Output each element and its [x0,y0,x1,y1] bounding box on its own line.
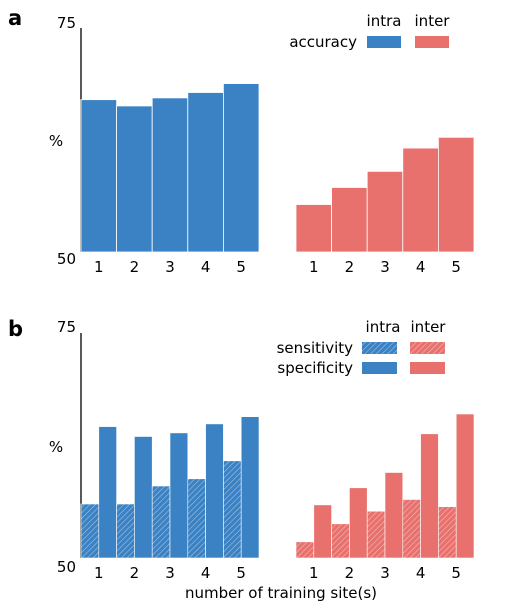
panel-a-bars [80,83,475,253]
panel-a-ytick-min: 50 [57,250,76,268]
legend-b-sensitivity-label: sensitivity [277,339,354,357]
bar-a-intra-accuracy-4 [187,92,224,253]
legend-b-inter-specificity-swatch [410,362,445,374]
bar-b-intra-specificity-1 [98,426,117,559]
xtick-a-inter-5: 5 [451,258,461,276]
legend-a-header-intra: intra [367,12,402,30]
xtick-b-inter-3: 3 [380,564,390,582]
panel-a-xticks: 1 2 3 4 5 1 2 3 4 5 [94,258,461,276]
xtick-a-inter-3: 3 [380,258,390,276]
panel-a: a 75 50 % 1 2 3 4 5 1 2 3 4 5 intra inter accurac… [8,6,475,276]
legend-b-header-inter: inter [411,318,447,336]
xtick-a-intra-2: 2 [130,258,140,276]
legend-b-intra-sensitivity-swatch [362,342,397,354]
panel-b-ytick-max: 75 [57,318,76,336]
xtick-a-intra-3: 3 [165,258,175,276]
bar-a-inter-accuracy-2 [331,187,368,253]
panel-a-legend: intra inter accuracy [289,12,450,51]
xtick-a-intra-5: 5 [236,258,246,276]
bar-a-inter-accuracy-1 [295,204,332,253]
legend-a-accuracy-label: accuracy [289,33,357,51]
legend-a-header-inter: inter [415,12,451,30]
xtick-b-inter-5: 5 [451,564,461,582]
panel-b-legend: intra inter sensitivity specificity [277,318,447,377]
bar-b-inter-specificity-4 [420,433,439,559]
xtick-b-intra-2: 2 [130,564,140,582]
bar-b-intra-specificity-2 [134,436,153,559]
bar-b-intra-sensitivity-2 [116,503,135,559]
bar-b-inter-sensitivity-2 [331,523,350,559]
legend-b-intra-specificity-swatch [362,362,397,374]
x-axis-label: number of training site(s) [185,584,377,602]
panel-a-ytick-max: 75 [57,14,76,32]
bar-b-inter-sensitivity-1 [295,541,315,559]
bar-b-inter-sensitivity-5 [438,506,457,559]
xtick-a-inter-4: 4 [416,258,426,276]
bar-b-inter-specificity-1 [313,504,332,559]
xtick-b-inter-2: 2 [345,564,355,582]
panel-b-ytick-min: 50 [57,558,76,576]
bar-a-intra-accuracy-2 [116,105,153,253]
bar-a-intra-accuracy-5 [222,83,260,253]
bar-b-inter-sensitivity-4 [402,499,421,559]
xtick-b-intra-3: 3 [165,564,175,582]
panel-a-label: a [8,6,22,30]
xtick-b-inter-1: 1 [309,564,319,582]
legend-a-inter-swatch [415,36,449,48]
panel-b-ylabel: % [49,438,63,456]
bar-b-intra-sensitivity-1 [80,503,100,559]
bar-a-intra-accuracy-3 [151,97,189,253]
panel-a-ylabel: % [49,132,63,150]
bar-b-intra-specificity-4 [205,423,224,559]
xtick-b-intra-1: 1 [94,564,104,582]
legend-b-specificity-label: specificity [277,359,353,377]
bar-b-intra-sensitivity-5 [223,460,242,559]
xtick-a-inter-1: 1 [309,258,319,276]
panel-b-xticks: 1 2 3 4 5 1 2 3 4 5 [94,564,461,582]
bar-b-intra-sensitivity-4 [187,478,206,559]
bar-b-inter-specificity-3 [384,472,404,559]
panel-b-bars [80,413,475,559]
legend-b-header-intra: intra [366,318,401,336]
bar-b-inter-sensitivity-3 [366,510,386,559]
panel-b: b 75 50 % 1 2 3 4 5 1 2 3 4 5 intra inter sensiti… [8,317,475,602]
xtick-b-intra-4: 4 [201,564,211,582]
bar-a-inter-accuracy-5 [437,136,475,253]
xtick-a-inter-2: 2 [345,258,355,276]
bar-b-inter-specificity-2 [349,487,368,559]
bar-b-intra-specificity-3 [169,432,189,559]
xtick-a-intra-1: 1 [94,258,104,276]
bar-a-inter-accuracy-3 [366,170,404,253]
xtick-a-intra-4: 4 [201,258,211,276]
bar-b-intra-sensitivity-3 [151,485,171,559]
bar-a-inter-accuracy-4 [402,147,439,253]
bar-a-intra-accuracy-1 [80,99,117,253]
bar-b-intra-specificity-5 [240,416,260,559]
bar-b-inter-specificity-5 [455,413,475,559]
xtick-b-inter-4: 4 [416,564,426,582]
legend-a-intra-swatch [367,36,401,48]
panel-b-label: b [8,317,23,341]
xtick-b-intra-5: 5 [236,564,246,582]
legend-b-inter-sensitivity-swatch [410,342,445,354]
